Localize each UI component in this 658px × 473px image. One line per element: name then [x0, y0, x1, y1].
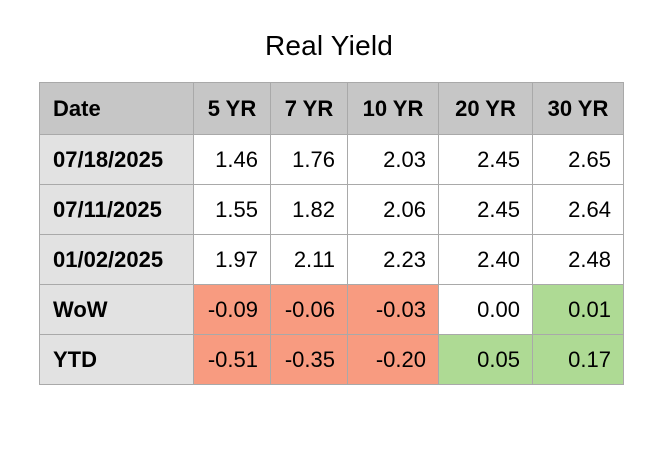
value-cell: 0.05: [438, 334, 533, 385]
value-cell: 2.48: [532, 234, 624, 285]
value-cell: 1.76: [270, 134, 348, 185]
value-cell: -0.03: [347, 284, 439, 335]
column-header-5-yr: 5 YR: [193, 82, 271, 135]
real-yield-table: Date 5 YR 7 YR 10 YR 20 YR 30 YR 07/18/2025 1.…: [39, 82, 624, 385]
page: Real Yield Date 5 YR 7 YR 10 YR 20 YR 30 YR 0…: [0, 31, 658, 385]
value-cell: 2.65: [532, 134, 624, 185]
value-cell: 2.23: [347, 234, 439, 285]
value-cell: 0.00: [438, 284, 533, 335]
value-cell: 2.45: [438, 184, 533, 235]
column-header-date: Date: [39, 82, 194, 135]
value-cell: 1.46: [193, 134, 271, 185]
header-row: Date 5 YR 7 YR 10 YR 20 YR 30 YR: [39, 82, 624, 135]
row-label: 07/18/2025: [39, 134, 194, 185]
value-cell: 0.01: [532, 284, 624, 335]
value-cell: -0.35: [270, 334, 348, 385]
table-row: 01/02/2025 1.97 2.11 2.23 2.40 2.48: [39, 234, 624, 285]
column-header-20-yr: 20 YR: [438, 82, 533, 135]
column-header-30-yr: 30 YR: [532, 82, 624, 135]
value-cell: -0.51: [193, 334, 271, 385]
value-cell: 1.55: [193, 184, 271, 235]
row-label: WoW: [39, 284, 194, 335]
value-cell: 2.03: [347, 134, 439, 185]
table-row: 07/18/2025 1.46 1.76 2.03 2.45 2.65: [39, 134, 624, 185]
value-cell: 1.82: [270, 184, 348, 235]
column-header-10-yr: 10 YR: [347, 82, 439, 135]
value-cell: 1.97: [193, 234, 271, 285]
value-cell: 2.11: [270, 234, 348, 285]
column-header-7-yr: 7 YR: [270, 82, 348, 135]
value-cell: 0.17: [532, 334, 624, 385]
value-cell: 2.06: [347, 184, 439, 235]
table-body: 07/18/2025 1.46 1.76 2.03 2.45 2.65 07/11/2025…: [39, 134, 624, 385]
value-cell: -0.06: [270, 284, 348, 335]
value-cell: -0.20: [347, 334, 439, 385]
table-row: YTD -0.51 -0.35 -0.20 0.05 0.17: [39, 334, 624, 385]
row-label: 01/02/2025: [39, 234, 194, 285]
value-cell: 2.40: [438, 234, 533, 285]
value-cell: 2.45: [438, 134, 533, 185]
value-cell: -0.09: [193, 284, 271, 335]
table-row: WoW -0.09 -0.06 -0.03 0.00 0.01: [39, 284, 624, 335]
value-cell: 2.64: [532, 184, 624, 235]
row-label: 07/11/2025: [39, 184, 194, 235]
page-title: Real Yield: [264, 30, 394, 61]
row-label: YTD: [39, 334, 194, 385]
table-row: 07/11/2025 1.55 1.82 2.06 2.45 2.64: [39, 184, 624, 235]
